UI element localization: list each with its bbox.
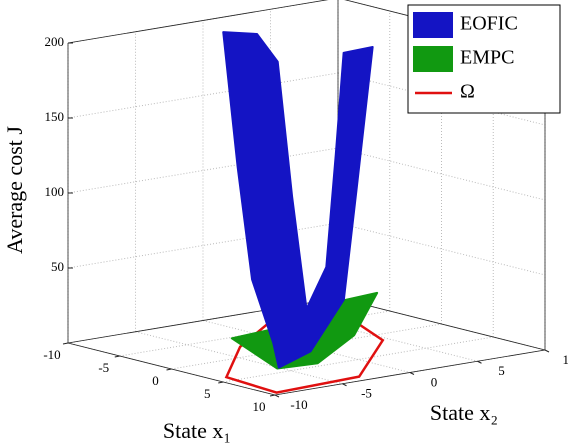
axis-box-edge [337,297,546,351]
grid-line [171,323,442,370]
y-axis-label: State x₂ [430,400,498,425]
grid-line [337,222,546,276]
tick-mark [269,394,276,397]
grid-line [223,336,494,383]
grid-line [67,147,339,194]
tick-mark [274,394,280,398]
x-tick-label: 10 [253,399,266,414]
legend-label: Ω [460,81,475,103]
tick-mark [409,372,415,375]
z-tick-label: 200 [45,34,65,49]
y-tick-label: -5 [361,386,372,401]
grid-line [337,147,546,201]
grid-line [270,308,478,362]
y-tick-label: -10 [290,397,307,412]
tick-mark [477,360,482,364]
legend-label: EOFIC [460,13,518,35]
x-tick-label: 0 [152,373,159,388]
z-tick-label: 50 [51,259,64,274]
x-axis-label: State x₁ [163,418,231,443]
x-tick-label: 5 [204,386,211,401]
grid-line [67,72,339,119]
grid-line [135,331,343,385]
tick-mark [544,349,550,353]
tick-mark [342,383,347,387]
y-tick-label: 10 [563,352,568,367]
y-tick-label: 5 [498,363,505,378]
surface [222,31,374,369]
legend-swatch [413,12,453,38]
tick-mark [218,381,224,384]
z-axis-label: Average cost J [2,126,27,254]
x-tick-label: -10 [43,347,60,362]
tick-mark [114,355,120,358]
tick-mark [166,368,172,371]
axis-box-edge [67,0,329,44]
legend-label: EMPC [460,47,514,69]
x-tick-label: -5 [98,360,109,375]
y-tick-label: 0 [431,374,438,389]
grid-line [202,320,411,373]
z-tick-label: 100 [45,184,65,199]
tick-mark [62,342,69,345]
z-tick-label: 150 [45,109,65,124]
grid-line [337,72,546,126]
legend-swatch [413,46,453,72]
